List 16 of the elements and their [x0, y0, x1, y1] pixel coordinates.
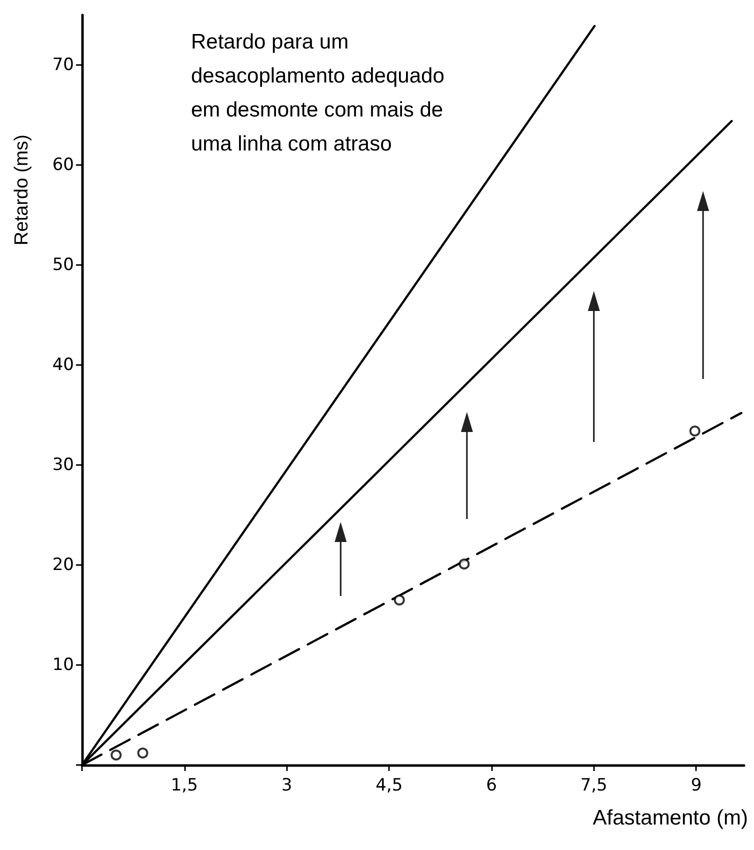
- y-tick-label: 70: [52, 55, 74, 75]
- x-tick-label: 9: [690, 776, 702, 796]
- x-tick-label: 1,5: [170, 776, 198, 796]
- x-tick-label: 7,5: [580, 776, 608, 796]
- y-tick-label: 20: [52, 555, 74, 575]
- text: Retardo para um desacoplamento adequado em desmonte com mais de uma linha com atraso: [191, 30, 450, 156]
- y-tick-label: 60: [52, 155, 74, 175]
- y-axis-title: Retardo (ms): [12, 134, 32, 246]
- y-tick-label: 30: [52, 455, 74, 475]
- y-tick-label: 40: [52, 355, 74, 375]
- y-tick-label: 50: [52, 255, 74, 275]
- x-tick-label: 3: [281, 776, 292, 796]
- x-tick-label: 4,5: [376, 776, 403, 796]
- y-tick-label: 10: [52, 655, 74, 675]
- x-tick-label: 6: [486, 776, 497, 796]
- x-axis-title: Afastamento (m): [592, 806, 748, 830]
